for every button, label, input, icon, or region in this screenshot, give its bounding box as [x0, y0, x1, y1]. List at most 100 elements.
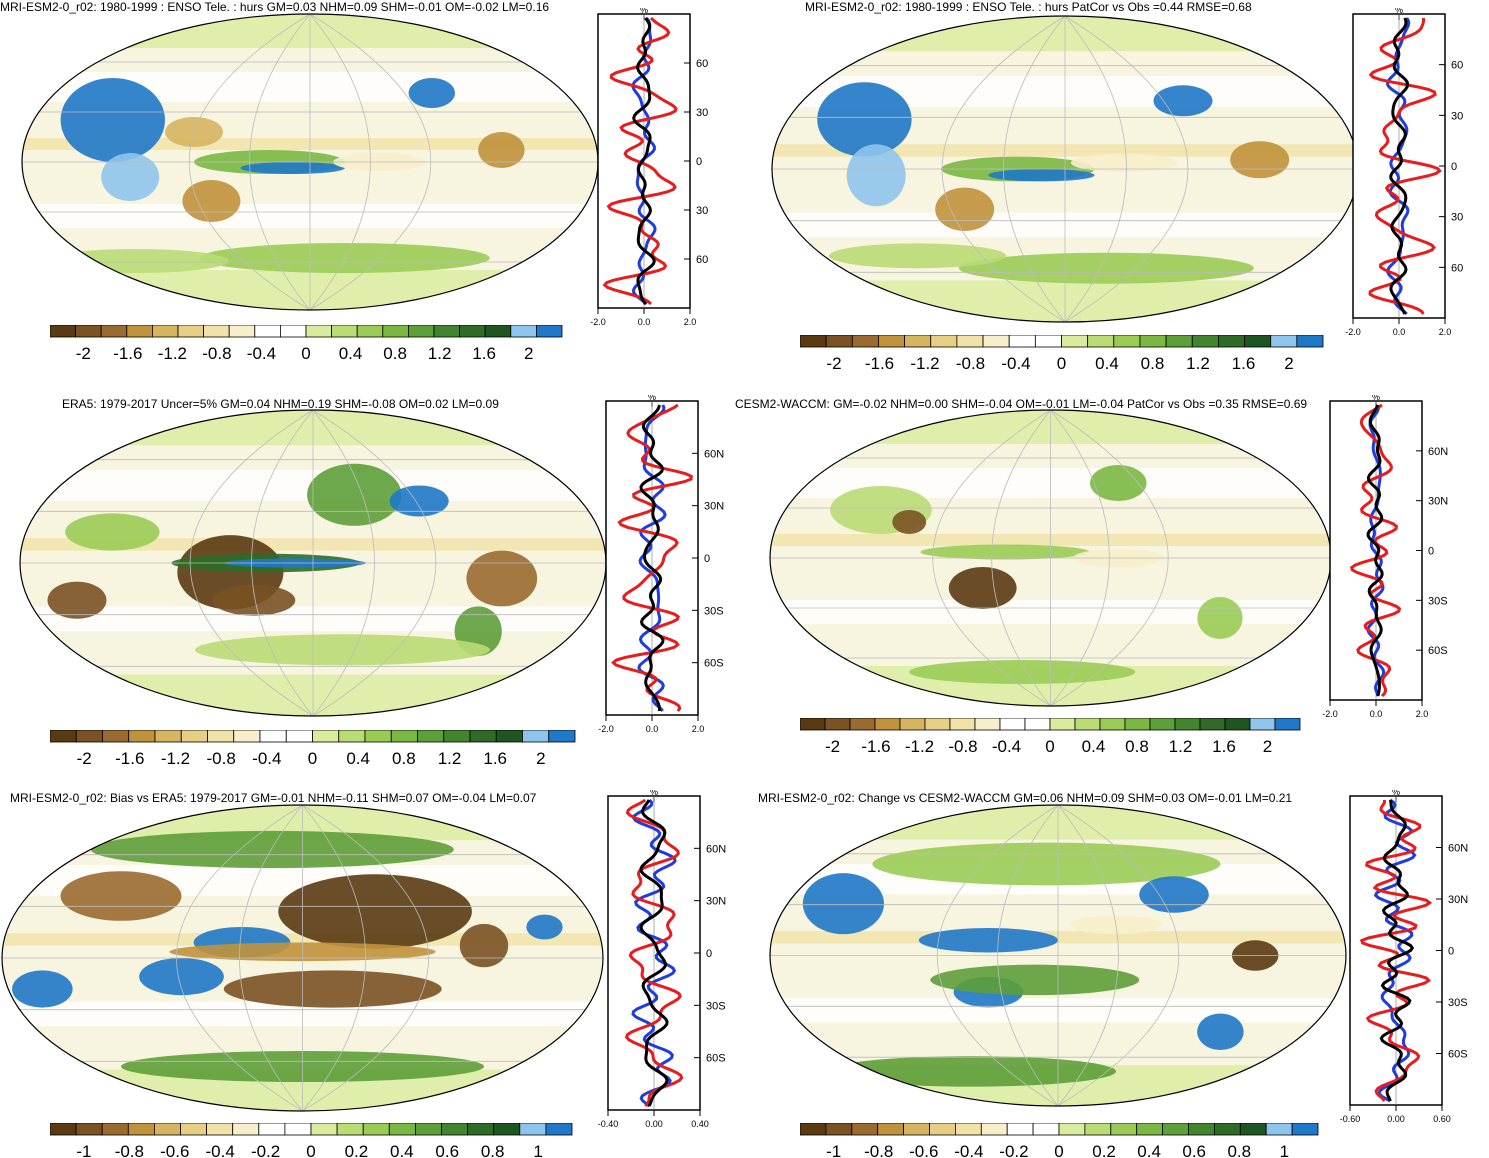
profile-y-tick-label: 60N	[696, 58, 708, 70]
profile-unit-label: %	[640, 8, 648, 15]
colorbar-tick-label: 0.2	[345, 1142, 369, 1158]
profile-line-black	[1389, 17, 1410, 315]
field-anomaly-patch	[935, 187, 995, 231]
colorbar-swatch	[1006, 1123, 1034, 1136]
profile-line-blue	[1386, 17, 1411, 316]
profile-x-tick-label: 0.00	[1387, 1114, 1405, 1124]
profile-x-tick-label: 2.0	[684, 317, 697, 327]
profile-y-tick-label: 60S	[1428, 645, 1448, 657]
colorbar-tick-label: 2	[1263, 737, 1272, 756]
colorbar-swatch	[849, 718, 876, 731]
field-anomaly-patch	[223, 970, 442, 1008]
colorbar-swatch	[1213, 1123, 1241, 1136]
colorbar-tick-label: 0.4	[1137, 1142, 1161, 1158]
colorbar-swatch	[414, 1123, 442, 1136]
colorbar-swatch	[75, 325, 102, 338]
colorbar-swatch	[258, 1123, 286, 1136]
colorbar-swatch	[999, 718, 1026, 731]
field-anomaly-patch	[60, 871, 182, 921]
colorbar-swatch	[331, 325, 358, 338]
colorbar-swatch	[1024, 718, 1051, 731]
profile-y-tick-label: 0	[1451, 161, 1457, 173]
zonal-profile-mri-patcor: % -2.0 0.0 2.0 60 30 0 30 60	[1343, 8, 1489, 348]
colorbar-tick-label: -1	[76, 1142, 91, 1158]
colorbar-tick-label: -2	[76, 344, 91, 363]
colorbar-tick-label: -0.4	[954, 1142, 983, 1158]
panel-title: MRI-ESM2-0_r02: 1980-1999 : ENSO Tele. :…	[805, 0, 1252, 14]
colorbar-tick-label: 0.4	[390, 1142, 414, 1158]
colorbar-swatch	[1244, 335, 1272, 348]
field-anomaly-patch	[12, 970, 73, 1008]
colorbar-swatch	[152, 325, 179, 338]
colorbar-swatch	[904, 335, 932, 348]
colorbar-tick-label: 1.2	[428, 344, 452, 363]
colorbar-swatch	[207, 730, 235, 743]
profile-y-tick-label: 30N	[1428, 496, 1448, 508]
colorbar-bias-era5: -1 -0.8 -0.6 -0.4 -0.2 0 0.2 0.4 0.6 0.8 1	[50, 1123, 584, 1158]
colorbar-swatch	[1139, 335, 1167, 348]
field-anomaly-patch	[389, 485, 449, 517]
colorbar-swatch	[1174, 718, 1201, 731]
colorbar-mri-enso: -2 -1.6 -1.2 -0.8 -0.4 0 0.4 0.8 1.2 1.6 2	[50, 325, 574, 369]
profile-line-black	[639, 404, 665, 712]
colorbar-swatch	[228, 325, 256, 338]
colorbar-swatch	[510, 325, 537, 338]
colorbar-swatch	[1149, 718, 1176, 731]
colorbar-swatch	[75, 730, 103, 743]
colorbar-swatch	[974, 718, 1001, 731]
colorbar-tick-label: 2	[536, 749, 545, 768]
profile-x-tick-label: 2.0	[692, 724, 705, 734]
profile-line-black	[1366, 404, 1384, 697]
map-mri-enso	[20, 12, 600, 312]
profile-unit-label: %	[650, 790, 658, 797]
colorbar-swatch	[980, 1123, 1008, 1136]
field-anomaly-patch	[1230, 141, 1290, 179]
colorbar-tick-label: 0.4	[1095, 354, 1119, 373]
colorbar-tick-label: -1.2	[905, 737, 934, 756]
colorbar-change-cesm2: -1 -0.8 -0.6 -0.4 -0.2 0 0.2 0.4 0.6 0.8 1	[800, 1123, 1330, 1158]
profile-y-tick-label: 0	[704, 553, 710, 565]
colorbar-tick-label: -2	[826, 354, 841, 373]
field-anomaly-patch	[1139, 876, 1209, 913]
colorbar-swatch	[382, 325, 409, 338]
colorbar-swatch	[1165, 335, 1193, 348]
colorbar-swatch	[336, 1123, 364, 1136]
colorbar-swatch	[459, 325, 486, 338]
colorbar-tick-label: 1	[1280, 1142, 1289, 1158]
colorbar-swatch	[50, 730, 77, 743]
profile-y-tick-label: 60S	[704, 658, 724, 670]
colorbar-swatch	[1270, 335, 1298, 348]
field-anomaly-patch	[948, 567, 1017, 609]
colorbar-swatch	[1074, 718, 1101, 731]
field-anomaly-patch	[920, 544, 1091, 560]
field-anomaly-patch	[47, 581, 107, 619]
colorbar-swatch	[851, 1123, 879, 1136]
colorbar-swatch	[310, 1123, 338, 1136]
profile-y-tick-label: 30N	[1448, 894, 1468, 906]
colorbar-tick-label: -0.4	[206, 1142, 235, 1158]
colorbar-tick-label: 0.2	[1092, 1142, 1116, 1158]
colorbar-tick-label: 0.4	[346, 749, 370, 768]
field-anomaly-patch	[478, 132, 525, 168]
colorbar-tick-label: -2	[77, 749, 92, 768]
colorbar-swatch	[285, 730, 313, 743]
colorbar-swatch	[851, 335, 879, 348]
profile-y-tick-label: 0	[696, 156, 702, 168]
zonal-profile-era5: % -2.0 0.0 2.0 60N 30N 0 30S 60S	[596, 395, 746, 745]
profile-y-tick-label: 30S	[1428, 595, 1448, 607]
field-anomaly-patch	[909, 660, 1136, 684]
colorbar-swatch	[433, 325, 461, 338]
profile-x-tick-label: 0.00	[645, 1119, 663, 1129]
map-cesm2	[768, 408, 1333, 708]
map-outline	[769, 804, 1347, 1107]
panel-title: MRI-ESM2-0_r02: Bias vs ERA5: 1979-2017 …	[10, 791, 537, 805]
colorbar-swatch	[443, 730, 471, 743]
colorbar-swatch	[1265, 1123, 1293, 1136]
colorbar-swatch	[519, 1123, 547, 1136]
colorbar-mri-patcor: -2 -1.6 -1.2 -0.8 -0.4 0 0.4 0.8 1.2 1.6 2	[800, 335, 1335, 379]
colorbar-swatch	[180, 730, 208, 743]
colorbar-swatch	[1224, 718, 1251, 731]
field-anomaly-patch	[195, 634, 490, 666]
colorbar-tick-label: 0.8	[1125, 737, 1149, 756]
colorbar-tick-label: -1.2	[158, 344, 187, 363]
